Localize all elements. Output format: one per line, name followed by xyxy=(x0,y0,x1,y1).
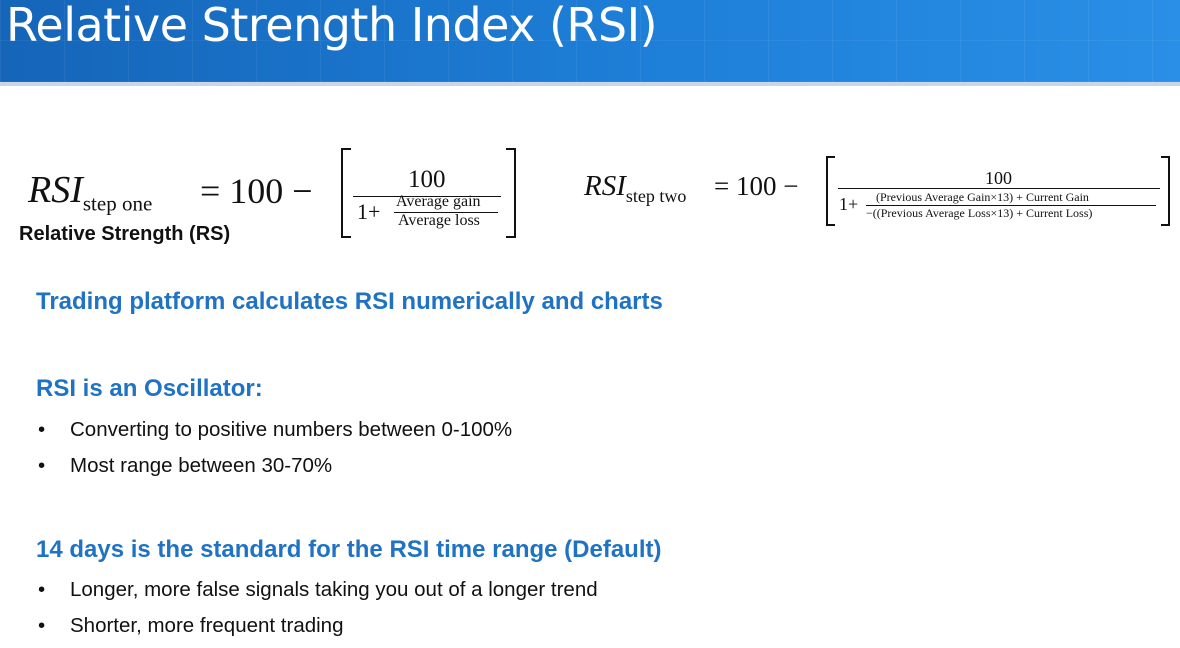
title-bar: Relative Strength Index (RSI) xyxy=(0,0,1180,82)
formula-two-lhs: RSIstep two xyxy=(584,170,686,207)
formula-two-right-bracket xyxy=(1161,156,1170,226)
formula-one-inner-line xyxy=(394,212,498,213)
list-item: • Shorter, more frequent trading xyxy=(38,614,344,638)
formula-two-inner-line xyxy=(866,205,1156,206)
formula-one-lhs: RSIstep one xyxy=(28,168,152,217)
formula-two-loss-term: −((Previous Average Loss×13) + Current L… xyxy=(866,206,1093,220)
formula-two-rsi: RSI xyxy=(584,170,626,202)
bullet-text: Shorter, more frequent trading xyxy=(70,614,344,637)
heading-oscillator: RSI is an Oscillator: xyxy=(36,375,263,402)
formula-one-fraction-line xyxy=(353,196,501,197)
title-bar-pattern xyxy=(0,0,1180,82)
formula-one-subscript: step one xyxy=(82,191,153,216)
formula-two-equals: = 100 − xyxy=(714,171,799,201)
bullet-text: Converting to positive numbers between 0… xyxy=(70,418,513,441)
list-item: • Longer, more false signals taking you o… xyxy=(38,578,598,602)
bullet-dot-icon: • xyxy=(38,418,46,441)
formula-one-one-plus: 1+ xyxy=(357,199,381,224)
bullet-text: Longer, more false signals taking you ou… xyxy=(70,578,598,601)
bullet-text: Most range between 30-70% xyxy=(70,454,333,477)
formula-two-numerator: 100 xyxy=(985,168,1012,188)
formula-two-subscript: step two xyxy=(625,185,687,206)
formula-one-average-gain: Average gain xyxy=(396,193,481,210)
formula-one-rsi: RSI xyxy=(28,169,83,211)
bullet-dot-icon: • xyxy=(38,614,46,637)
bullet-dot-icon: • xyxy=(38,578,46,601)
rs-label: Relative Strength (RS) xyxy=(19,223,231,245)
formula-two-one-plus: 1+ xyxy=(839,194,859,214)
formula-two-gain-term: (Previous Average Gain×13) + Current Gai… xyxy=(876,190,1089,204)
formula-one-left-bracket xyxy=(341,148,351,238)
formula-one-numerator: 100 xyxy=(408,166,446,193)
title-divider xyxy=(0,82,1180,86)
formula-one-equals: = 100 − xyxy=(200,171,313,211)
list-item: • Converting to positive numbers between … xyxy=(38,418,512,442)
heading-platform: Trading platform calculates RSI numerica… xyxy=(36,288,663,315)
list-item: • Most range between 30-70% xyxy=(38,454,332,478)
heading-time-range: 14 days is the standard for the RSI time… xyxy=(36,536,662,563)
slide-title: Relative Strength Index (RSI) xyxy=(6,0,658,52)
bullet-dot-icon: • xyxy=(38,454,46,477)
formula-two-fraction-line xyxy=(838,188,1160,189)
formula-one-average-loss: Average loss xyxy=(398,212,480,229)
formula-two-left-bracket xyxy=(826,156,835,226)
formula-one-right-bracket xyxy=(506,148,516,238)
